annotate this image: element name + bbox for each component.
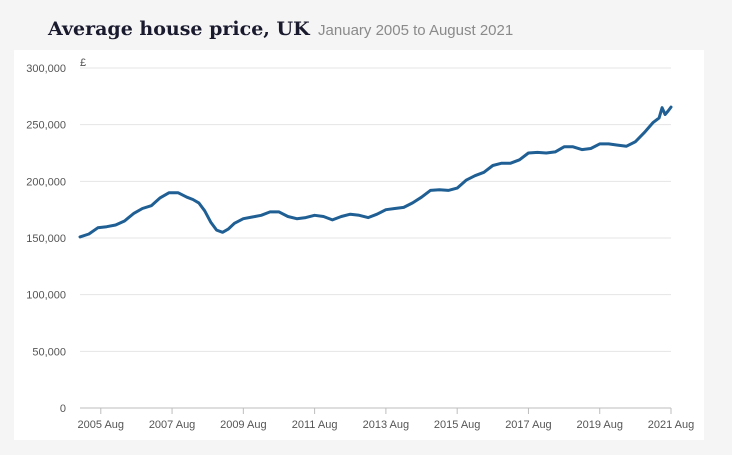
y-tick-label: 200,000	[26, 176, 66, 188]
y-tick-label: 300,000	[26, 63, 66, 75]
y-tick-label: 100,000	[26, 290, 66, 302]
x-tick-label: 2011 Aug	[292, 419, 338, 431]
line-chart: 0 50,000 100,000 150,000 200,000 250,000 300,0…	[26, 57, 695, 431]
chart-header: Average house price, UK January 2005 to …	[48, 18, 513, 40]
x-tick-label: 2015 Aug	[434, 419, 481, 431]
y-axis-unit: £	[80, 57, 86, 69]
chart-subtitle: January 2005 to August 2021	[318, 22, 514, 39]
y-tick-label: 0	[60, 403, 66, 415]
chart-card: 0 50,000 100,000 150,000 200,000 250,000 300,0…	[14, 50, 704, 440]
y-tick-label: 250,000	[26, 120, 66, 132]
x-tick-label: 2013 Aug	[363, 419, 410, 431]
x-tick-label: 2007 Aug	[149, 419, 196, 431]
x-tick-label: 2005 Aug	[78, 419, 125, 431]
chart-title: Average house price, UK	[48, 18, 310, 40]
y-tick-label: 150,000	[26, 233, 66, 245]
x-tick-label: 2009 Aug	[220, 419, 267, 431]
y-tick-label: 50,000	[32, 346, 66, 358]
series-line	[78, 105, 673, 239]
x-tick-label: 2017 Aug	[505, 419, 552, 431]
x-tick-label: 2021 Aug	[648, 419, 695, 431]
x-tick-label: 2019 Aug	[576, 419, 623, 431]
